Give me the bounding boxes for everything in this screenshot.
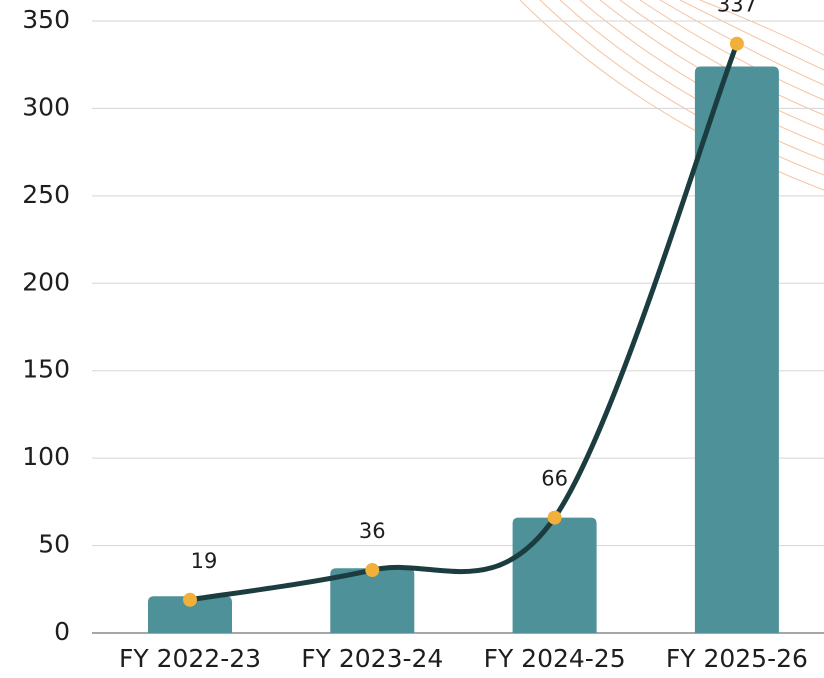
x-tick-label: FY 2022-23 [119,644,261,673]
y-tick-label: 0 [54,617,70,646]
y-tick-label: 50 [38,530,70,559]
line [190,44,737,600]
x-tick-label: FY 2024-25 [484,644,626,673]
x-tick-label: FY 2025-26 [666,644,808,673]
marker [365,563,379,577]
chart: 0 50 100 150 200 250 300 350 FY 2022-23 FY 2023-2… [0,0,824,678]
y-tick-label: 300 [22,92,70,121]
y-tick-label: 250 [22,180,70,209]
value-label: 66 [541,467,568,491]
y-tick-label: 200 [22,267,70,296]
marker [548,511,562,525]
marker [183,593,197,607]
x-tick-label: FY 2023-24 [301,644,443,673]
value-label: 36 [359,519,386,543]
bar [513,518,597,633]
value-label: 19 [191,549,218,573]
value-label: 337 [717,0,757,17]
marker [730,37,744,51]
bar [695,66,779,633]
y-tick-label: 100 [22,442,70,471]
y-tick-label: 150 [22,355,70,384]
y-tick-label: 350 [22,5,70,34]
